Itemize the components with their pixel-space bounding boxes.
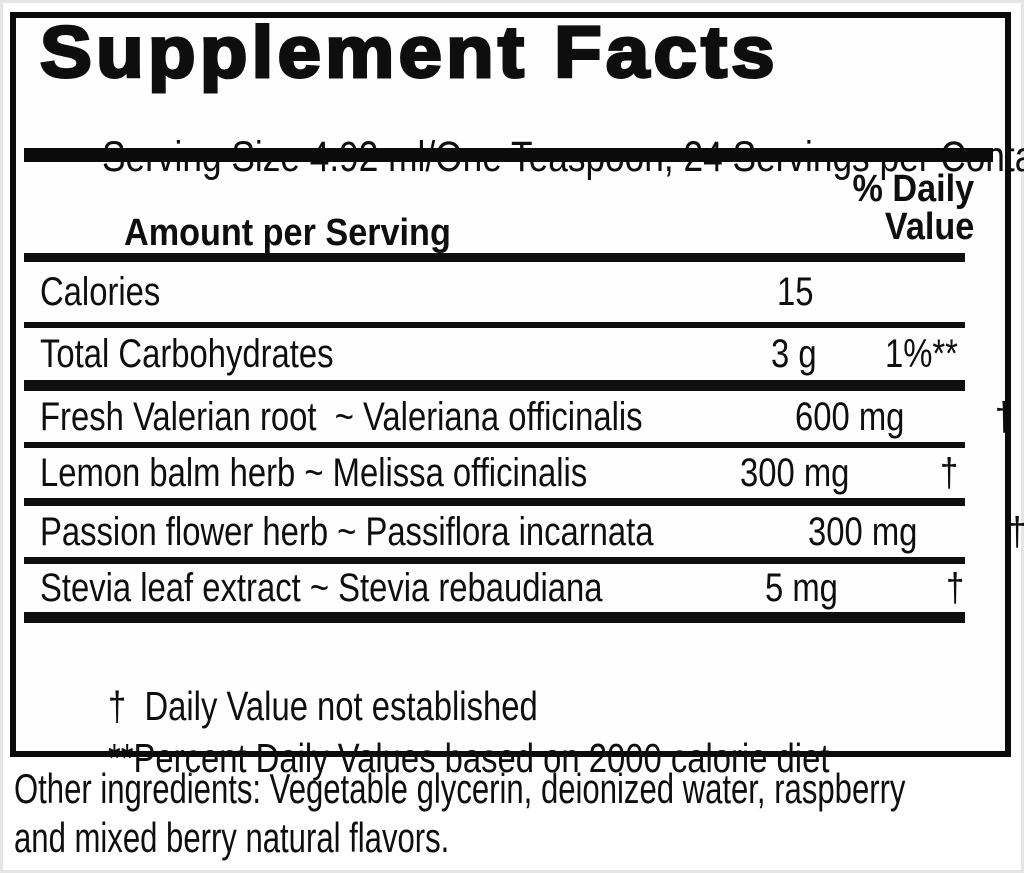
nutrient-row-passion-flower: Passion flower herb ~ Passiflora incarna… <box>40 506 1024 557</box>
panel-title: Supplement Facts <box>38 13 779 93</box>
divider-heavy-top <box>24 148 993 162</box>
column-header-daily-value: % Daily Value <box>839 170 974 246</box>
footnote-percent-daily-values: **Percent Daily Values based on 2000 cal… <box>108 735 830 781</box>
nutrient-row-carbohydrates: Total Carbohydrates 3 g 1%** <box>40 328 958 380</box>
other-ingredients: Other ingredients: Vegetable glycerin, d… <box>14 764 1024 862</box>
divider-row <box>24 557 965 564</box>
nutrient-daily-value: † <box>938 510 1024 554</box>
nutrient-name: Calories <box>40 270 161 314</box>
other-ingredients-line2: and mixed berry natural flavors. <box>14 814 450 861</box>
nutrient-daily-value: † <box>945 566 964 610</box>
nutrient-daily-value: † <box>994 394 1013 439</box>
nutrient-daily-value <box>870 270 958 314</box>
column-header-amount: Amount per Serving <box>40 170 488 296</box>
nutrient-amount: 15 <box>776 270 814 314</box>
nutrient-name: Passion flower herb ~ Passiflora incarna… <box>40 509 654 554</box>
nutrient-daily-value: † <box>939 451 958 495</box>
nutrient-amount: 300 mg <box>808 509 918 554</box>
daily-value-line2: Value <box>884 206 974 248</box>
other-ingredients-line1: Other ingredients: Vegetable glycerin, d… <box>14 765 906 812</box>
nutrient-row-valerian: Fresh Valerian root ~ Valeriana officina… <box>40 391 1013 442</box>
nutrient-daily-value: 1%** <box>885 332 958 376</box>
nutrient-name: Fresh Valerian root ~ Valeriana officina… <box>40 394 643 439</box>
supplement-facts-panel: Supplement Facts Serving Size 4.92 ml/On… <box>10 12 1024 780</box>
nutrient-row-calories: Calories 15 <box>40 262 958 322</box>
divider-row <box>24 322 965 328</box>
divider-row <box>24 442 965 448</box>
column-header-amount-text: Amount per Serving <box>124 212 452 254</box>
nutrient-row-lemon-balm: Lemon balm herb ~ Melissa officinalis 30… <box>40 448 958 498</box>
nutrient-name: Total Carbohydrates <box>40 332 334 376</box>
divider-below-header <box>24 253 965 262</box>
divider-heavy-bottom <box>24 612 965 623</box>
daily-value-line1: % Daily <box>852 168 974 210</box>
nutrient-name: Lemon balm herb ~ Melissa officinalis <box>40 451 588 495</box>
nutrient-amount: 300 mg <box>740 451 850 495</box>
footnote-daily-value: † Daily Value not established <box>108 683 539 729</box>
column-header-row: Amount per Serving % Daily Value <box>40 170 974 296</box>
divider-heavy-row <box>24 380 965 391</box>
divider-row <box>24 498 965 506</box>
nutrient-name: Stevia leaf extract ~ Stevia rebaudiana <box>40 566 603 610</box>
nutrient-amount: 3 g <box>771 332 817 376</box>
nutrient-row-stevia: Stevia leaf extract ~ Stevia rebaudiana … <box>40 564 964 612</box>
nutrient-amount: 5 mg <box>764 566 838 610</box>
nutrient-amount: 600 mg <box>795 394 905 439</box>
